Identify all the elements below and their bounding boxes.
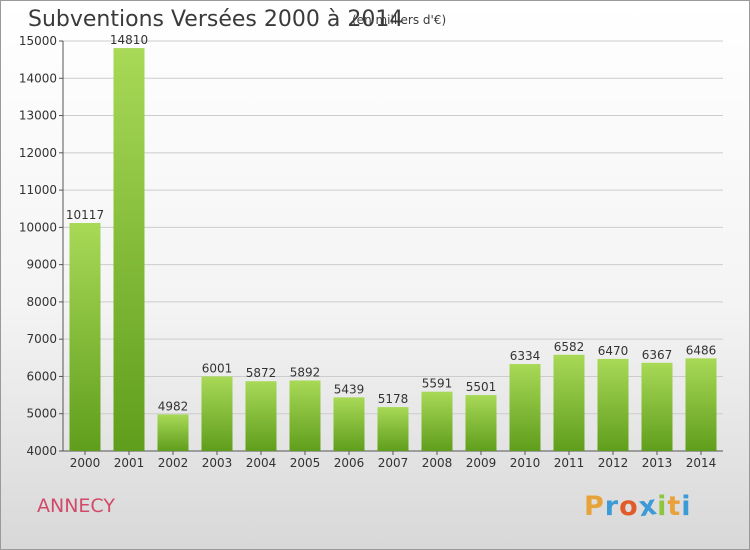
y-tick-label: 15000	[19, 34, 57, 48]
logo-letter: r	[604, 491, 620, 522]
bar	[421, 391, 453, 451]
bar	[333, 397, 365, 451]
logo-letter: x	[636, 489, 660, 524]
y-tick-label: 11000	[19, 183, 57, 197]
logo-letter: i	[657, 491, 668, 522]
x-tick-label: 2001	[114, 456, 145, 470]
data-label: 5439	[334, 382, 365, 396]
data-label: 5591	[422, 377, 453, 391]
bar	[201, 376, 233, 451]
bar	[377, 407, 409, 451]
bar	[685, 358, 717, 451]
x-tick-label: 2000	[70, 456, 101, 470]
logo-letter: t	[667, 491, 682, 522]
x-tick-labels: 2000 2001 2002 2003 2004 2005 2006 2007 2008 2009…	[70, 456, 717, 470]
data-label: 10117	[66, 208, 104, 222]
data-label: 5872	[246, 366, 277, 380]
bar	[509, 364, 541, 451]
x-tick-label: 2007	[378, 456, 409, 470]
y-tick-label: 8000	[26, 295, 57, 309]
y-tick-label: 5000	[26, 407, 57, 421]
y-tick-label: 6000	[26, 369, 57, 383]
chart-title: Subventions Versées 2000 à 2014	[28, 7, 404, 32]
logo-letter: i	[681, 491, 692, 522]
bar	[597, 358, 629, 451]
bar	[465, 395, 497, 451]
bar	[245, 381, 277, 451]
data-label: 14810	[110, 33, 148, 47]
data-label: 6470	[598, 344, 629, 358]
data-label: 4982	[158, 399, 189, 413]
bars	[69, 48, 717, 451]
city-name: ANNECY	[37, 495, 115, 517]
y-tick-label: 10000	[19, 220, 57, 234]
y-tick-label: 7000	[26, 332, 57, 346]
x-tick-label: 2009	[466, 456, 497, 470]
data-label: 6334	[510, 349, 541, 363]
y-tick-label: 9000	[26, 258, 57, 272]
data-label: 5178	[378, 392, 409, 406]
logo-letter: o	[619, 491, 639, 522]
logo-letter: P	[584, 491, 605, 522]
y-tick-labels: 4000 5000 6000 7000 8000 9000 10000 11000 12000 1…	[19, 34, 57, 458]
y-tick-label: 4000	[26, 444, 57, 458]
bar	[113, 48, 145, 451]
data-label: 6486	[686, 343, 717, 357]
x-tick-label: 2002	[158, 456, 189, 470]
data-label: 5892	[290, 365, 321, 379]
x-tick-label: 2010	[510, 456, 541, 470]
data-label: 6582	[554, 340, 585, 354]
data-label: 6367	[642, 348, 673, 362]
bar	[289, 380, 321, 451]
x-tick-label: 2013	[642, 456, 673, 470]
bar	[641, 362, 673, 451]
chart-subtitle: (en milliers d'€)	[352, 13, 447, 27]
bar	[157, 414, 189, 451]
x-tick-label: 2005	[290, 456, 321, 470]
data-labels: 10117 14810 4982 6001 5872 5892 5439 5178 5591 55…	[66, 33, 716, 413]
y-tick-label: 13000	[19, 109, 57, 123]
x-tick-label: 2003	[202, 456, 233, 470]
y-tick-label: 14000	[19, 71, 57, 85]
bar	[69, 223, 101, 451]
x-tick-label: 2004	[246, 456, 277, 470]
x-tick-label: 2011	[554, 456, 585, 470]
proxiti-logo[interactable]: Proxiti	[584, 489, 692, 524]
data-label: 5501	[466, 380, 497, 394]
data-label: 6001	[202, 361, 233, 375]
bar	[553, 354, 585, 451]
x-tick-label: 2008	[422, 456, 453, 470]
x-tick-label: 2006	[334, 456, 365, 470]
x-tick-label: 2012	[598, 456, 629, 470]
y-tick-label: 12000	[19, 146, 57, 160]
x-tick-label: 2014	[686, 456, 717, 470]
